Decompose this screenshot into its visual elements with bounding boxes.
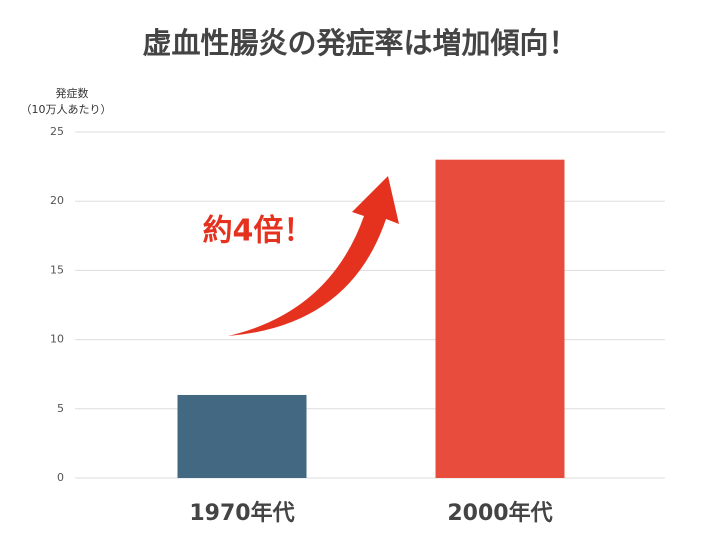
plot-area: 0 5 10 15 20 25 1970年代 2000年代: [50, 125, 665, 526]
bar: [177, 394, 307, 478]
x-tick-label: 2000年代: [447, 500, 552, 526]
x-tick-label: 1970年代: [189, 500, 294, 526]
y-tick-label: 0: [57, 471, 64, 484]
trend-arrow: [228, 176, 399, 336]
bar: [435, 159, 565, 478]
y-tick-label: 20: [50, 194, 64, 207]
y-tick-label: 25: [50, 125, 64, 138]
chart-title: 虚血性腸炎の発症率は増加傾向！: [142, 26, 577, 60]
y-tick-label: 10: [50, 333, 64, 346]
y-tick-label: 15: [50, 263, 64, 276]
annotation: 約4倍！: [203, 214, 314, 249]
y-tick-label: 5: [57, 402, 64, 415]
y-axis-label: （10万人あたり）: [21, 103, 112, 116]
y-axis-label: 発症数: [56, 86, 89, 100]
